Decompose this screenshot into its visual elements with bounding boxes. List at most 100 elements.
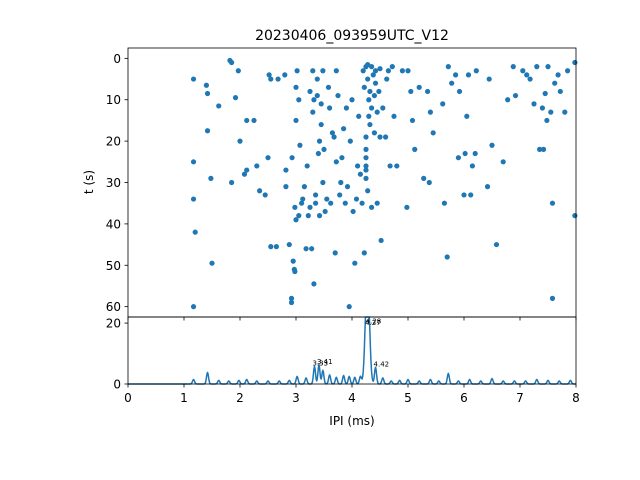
- scatter-point: [449, 80, 455, 86]
- scatter-point: [520, 68, 526, 74]
- scatter-point: [296, 97, 302, 103]
- scatter-point: [266, 72, 272, 78]
- scatter-point: [190, 159, 197, 165]
- scatter-point: [327, 105, 333, 111]
- scatter-point: [294, 68, 300, 74]
- scatter-point: [489, 142, 495, 148]
- scatter-point: [325, 84, 332, 90]
- scatter-point: [374, 200, 380, 206]
- y-tick-label: 50: [106, 259, 121, 273]
- scatter-point: [204, 90, 211, 97]
- histogram-x-ticks: 0 1 2 3 4 5 6 7 8: [124, 384, 580, 405]
- scatter-point: [472, 150, 478, 157]
- scatter-point: [441, 200, 447, 206]
- scatter-point: [190, 196, 197, 202]
- scatter-point: [359, 200, 365, 206]
- scatter-point: [453, 72, 459, 78]
- x-tick-label: 8: [572, 391, 580, 405]
- peak-annotation: 3.33: [312, 359, 328, 367]
- scatter-point: [363, 134, 369, 140]
- scatter-point: [305, 213, 311, 219]
- scatter-point: [254, 163, 260, 169]
- scatter-point: [425, 88, 431, 95]
- scatter-point: [544, 117, 550, 124]
- scatter-point: [539, 105, 546, 111]
- scatter-y-ticks: 0 10 20 30 40 50 60: [106, 52, 128, 314]
- scatter-point: [572, 213, 578, 219]
- x-tick-label: 7: [516, 391, 524, 405]
- scatter-point: [300, 196, 306, 202]
- scatter-point: [328, 200, 334, 206]
- scatter-point: [292, 204, 298, 210]
- scatter-point: [534, 64, 540, 70]
- scatter-point: [203, 82, 209, 88]
- scatter-point: [321, 146, 327, 152]
- scatter-point: [524, 72, 530, 78]
- scatter-point: [265, 155, 271, 161]
- scatter-point: [565, 68, 571, 74]
- scatter-point: [320, 68, 326, 74]
- scatter-point: [366, 97, 372, 103]
- scatter-point: [352, 260, 358, 266]
- scatter-point: [314, 76, 320, 82]
- scatter-point: [363, 163, 369, 169]
- scatter-point: [366, 113, 372, 119]
- scatter-point: [343, 105, 349, 111]
- scatter-point: [484, 184, 491, 190]
- scatter-point: [339, 155, 345, 161]
- scatter-point: [296, 213, 302, 219]
- scatter-point: [416, 84, 422, 90]
- scatter-point: [510, 64, 516, 70]
- scatter-point: [257, 188, 263, 194]
- scatter-point: [440, 101, 446, 107]
- scatter-point: [244, 167, 250, 173]
- scatter-point: [289, 155, 295, 161]
- y-tick-label: 10: [106, 93, 121, 107]
- x-tick-label: 1: [180, 391, 188, 405]
- scatter-point: [350, 208, 356, 215]
- y-tick-label: 0: [113, 378, 121, 392]
- scatter-point: [363, 175, 369, 181]
- scatter-point: [545, 64, 551, 70]
- scatter-point: [552, 80, 558, 86]
- scatter-point: [421, 175, 427, 181]
- scatter-point: [369, 204, 375, 210]
- scatter-point: [456, 88, 463, 95]
- scatter-point: [283, 167, 289, 173]
- scatter-point: [208, 175, 214, 181]
- scatter-point: [307, 88, 313, 95]
- scatter-point: [363, 155, 369, 161]
- scatter-point: [380, 105, 386, 111]
- scatter-point: [293, 84, 299, 90]
- scatter-point: [369, 105, 375, 111]
- scatter-point: [389, 64, 395, 70]
- scatter-point: [292, 268, 298, 275]
- scatter-point: [385, 68, 391, 74]
- scatter-point: [557, 88, 563, 95]
- scatter-point: [307, 204, 313, 210]
- scatter-point: [293, 217, 299, 223]
- scatter-point: [357, 171, 363, 177]
- scatter-point: [299, 200, 305, 206]
- scatter-point: [324, 196, 330, 202]
- x-tick-label: 4: [348, 391, 356, 405]
- scatter-point: [548, 109, 554, 115]
- x-tick-label: 3: [292, 391, 300, 405]
- scatter-point: [374, 109, 380, 115]
- scatter-point: [353, 196, 360, 202]
- scatter-point: [384, 76, 390, 82]
- scatter-point: [310, 109, 316, 115]
- scatter-point: [378, 237, 384, 244]
- peak-annotation: 4.28: [366, 318, 382, 326]
- peak-annotation: 4.27: [365, 319, 381, 327]
- scatter-point: [204, 128, 211, 134]
- scatter-point: [318, 121, 324, 128]
- scatter-point: [370, 72, 376, 78]
- scatter-point: [338, 179, 344, 186]
- scatter-point: [465, 72, 472, 78]
- scatter-point: [427, 109, 433, 115]
- scatter-point: [341, 126, 347, 132]
- scatter-point: [244, 117, 250, 124]
- scatter-point: [235, 68, 241, 74]
